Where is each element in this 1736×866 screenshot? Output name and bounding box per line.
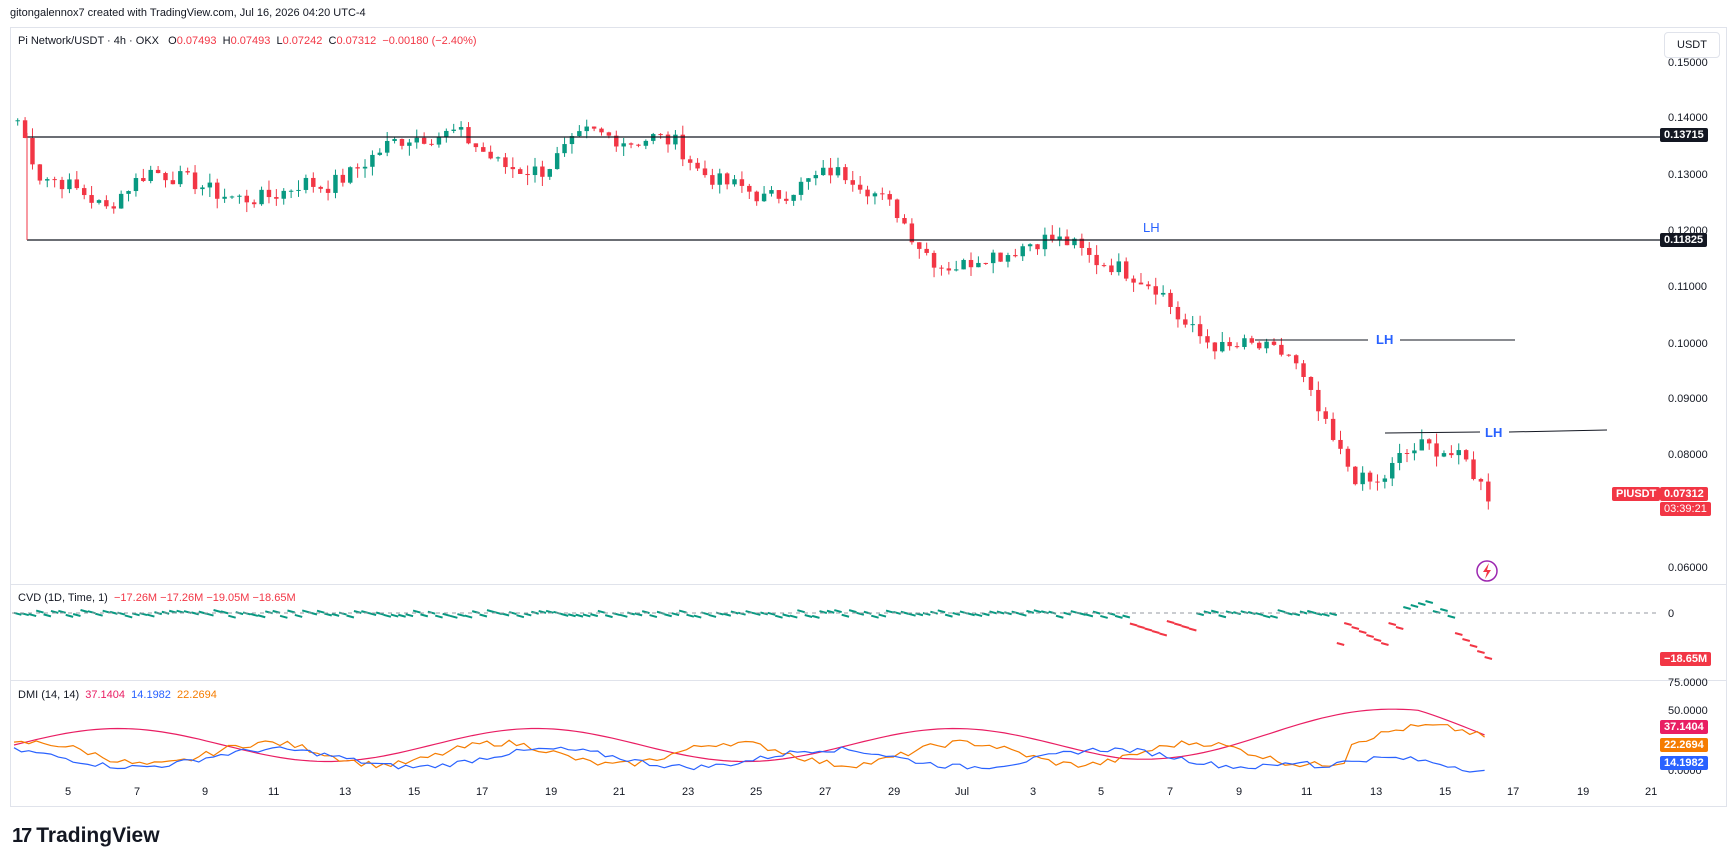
change-value: −0.00180 (−2.40%) xyxy=(382,35,477,47)
dmi-pane-divider[interactable] xyxy=(10,680,1727,681)
level-low-badge: 0.11825 xyxy=(1660,233,1708,247)
dmi-legend[interactable]: DMI (14, 14) 37.1404 14.1982 22.2694 xyxy=(18,689,217,701)
time-tick: 21 xyxy=(613,786,626,798)
cvd-title: CVD (1D, Time, 1) xyxy=(18,592,108,604)
tradingview-logo[interactable]: 17 TradingView xyxy=(12,824,160,848)
time-tick: 23 xyxy=(682,786,695,798)
close-value: 0.07312 xyxy=(336,35,377,47)
high-value: 0.07493 xyxy=(230,35,271,47)
time-tick: 17 xyxy=(1507,786,1520,798)
time-tick: 27 xyxy=(819,786,832,798)
symbol-tag-badge: PIUSDT xyxy=(1612,487,1661,501)
plus-di-badge: 14.1982 xyxy=(1660,756,1708,770)
level-high-badge: 0.13715 xyxy=(1660,128,1708,142)
dmi-tick: 75.0000 xyxy=(1668,677,1708,689)
price-tick: 0.06000 xyxy=(1668,562,1708,574)
countdown-badge: 03:39:21 xyxy=(1660,502,1711,516)
time-tick: 11 xyxy=(268,786,280,798)
time-tick: 17 xyxy=(476,786,489,798)
time-tick: 9 xyxy=(202,786,209,798)
currency-button[interactable]: USDT xyxy=(1664,32,1720,58)
minus-di-badge: 22.2694 xyxy=(1660,738,1708,752)
time-tick: 15 xyxy=(1439,786,1452,798)
price-tick: 0.08000 xyxy=(1668,449,1708,461)
cvd-last-badge: −18.65M xyxy=(1660,652,1712,666)
time-tick: 15 xyxy=(408,786,421,798)
time-tick: 3 xyxy=(1030,786,1037,798)
cvd-legend[interactable]: CVD (1D, Time, 1) −17.26M −17.26M −19.05… xyxy=(18,592,296,604)
dmi-adx-value: 37.1404 xyxy=(85,689,126,701)
price-tick: 0.09000 xyxy=(1668,393,1708,405)
low-value: 0.07242 xyxy=(282,35,323,47)
time-tick: 19 xyxy=(1577,786,1590,798)
time-tick: Jul xyxy=(955,786,970,798)
dmi-minus-value: 22.2694 xyxy=(177,689,217,701)
attribution-text: gitongalennox7 created with TradingView.… xyxy=(10,7,366,19)
tradingview-logo-icon: 17 xyxy=(12,824,32,847)
time-tick: 9 xyxy=(1236,786,1243,798)
dmi-title: DMI (14, 14) xyxy=(18,689,80,701)
time-tick: 13 xyxy=(1370,786,1383,798)
time-tick: 19 xyxy=(545,786,558,798)
time-tick: 7 xyxy=(1167,786,1174,798)
cvd-pane-divider[interactable] xyxy=(10,584,1727,585)
open-value: 0.07493 xyxy=(176,35,217,47)
price-tick: 0.14000 xyxy=(1668,112,1708,124)
dmi-tick: 50.0000 xyxy=(1668,705,1708,717)
price-tick: 0.15000 xyxy=(1668,57,1708,69)
time-tick: 25 xyxy=(750,786,763,798)
time-tick: 13 xyxy=(339,786,352,798)
time-tick: 7 xyxy=(134,786,141,798)
time-tick: 5 xyxy=(65,786,72,798)
time-tick: 11 xyxy=(1301,786,1313,798)
time-tick: 21 xyxy=(1645,786,1658,798)
symbol-label[interactable]: Pi Network/USDT · 4h · OKX xyxy=(18,35,159,47)
time-tick: 29 xyxy=(888,786,901,798)
cvd-values: −17.26M −17.26M −19.05M −18.65M xyxy=(113,592,296,604)
price-tick: 0.13000 xyxy=(1668,169,1708,181)
chart-frame xyxy=(10,27,1727,807)
price-tick: 0.11000 xyxy=(1668,281,1707,293)
main-legend: Pi Network/USDT · 4h · OKX O0.07493 H0.0… xyxy=(18,35,477,47)
dmi-plus-value: 14.1982 xyxy=(131,689,171,701)
last-price-badge: 0.07312 xyxy=(1660,487,1708,501)
cvd-tick: 0 xyxy=(1668,608,1675,620)
adx-badge: 37.1404 xyxy=(1660,720,1708,734)
price-tick: 0.10000 xyxy=(1668,338,1708,350)
tradingview-logo-text: TradingView xyxy=(36,824,160,847)
time-tick: 5 xyxy=(1098,786,1105,798)
